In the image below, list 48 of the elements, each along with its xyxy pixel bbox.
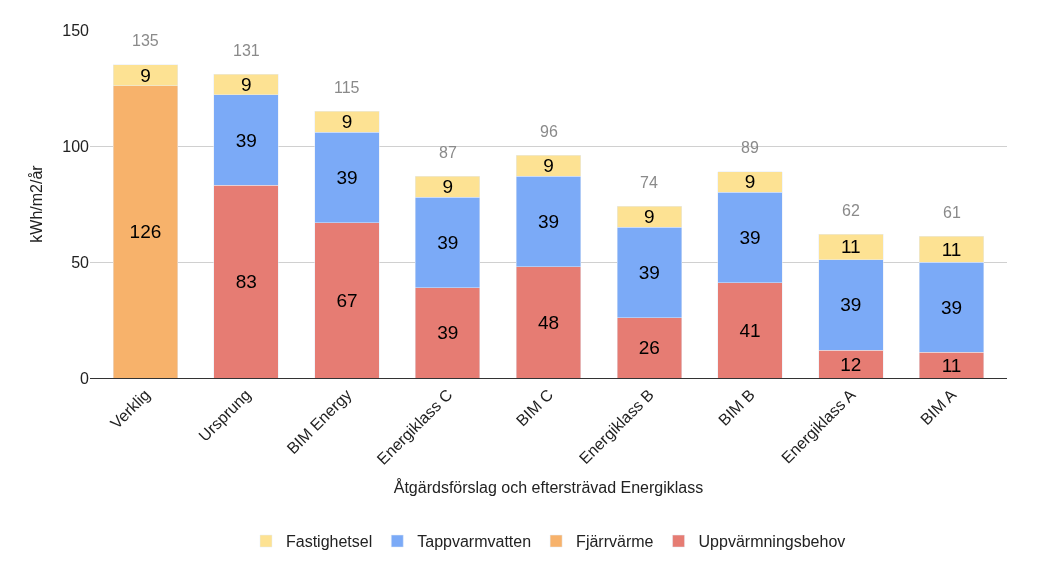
y-tick-label: 50: [71, 253, 90, 271]
data-label: 39: [840, 294, 862, 316]
data-label: 83: [235, 271, 257, 293]
x-tick-label: BIM A: [917, 385, 960, 429]
y-tick-label: 100: [62, 137, 90, 155]
total-label: 89: [741, 139, 759, 156]
data-label: 9: [442, 176, 454, 198]
data-label: 9: [643, 206, 655, 228]
data-label: 39: [437, 231, 459, 253]
data-label: 9: [543, 155, 554, 177]
y-tick-label: 150: [62, 21, 90, 39]
legend-label: Fjärrvärme: [576, 533, 654, 551]
x-tick-label: BIM B: [714, 385, 758, 429]
legend-label: Uppvärmningsbehov: [698, 533, 846, 551]
data-label: 11: [840, 236, 861, 258]
total-label: 131: [233, 42, 260, 59]
data-label: 9: [140, 64, 151, 86]
y-axis-title: kWh/m2/år: [28, 164, 46, 243]
data-label: 11: [941, 238, 962, 260]
data-label: 39: [537, 210, 560, 232]
data-label: 126: [129, 221, 162, 243]
x-axis-title: Åtgärdsförslag och eftersträvad Energiklass: [393, 478, 704, 497]
data-label: 39: [336, 166, 358, 188]
data-label: 9: [744, 171, 756, 193]
y-tick-label: 0: [80, 369, 90, 387]
data-label: 39: [739, 227, 761, 249]
data-label: 11: [941, 354, 962, 376]
total-label: 87: [439, 144, 457, 161]
total-label: 115: [334, 79, 360, 96]
total-label: 61: [943, 204, 961, 221]
total-label: 96: [540, 123, 558, 140]
total-label: 74: [640, 174, 658, 191]
data-label: 48: [537, 311, 560, 333]
data-label: 39: [235, 129, 257, 151]
data-label: 26: [638, 337, 660, 359]
legend-label: Tappvarmvatten: [417, 533, 532, 551]
data-label: 41: [739, 319, 761, 341]
data-label: 12: [840, 353, 862, 375]
data-label: 67: [336, 289, 358, 311]
legend-label: Fastighetsel: [286, 533, 373, 551]
data-label: 9: [240, 74, 252, 96]
x-tick-label: BIM C: [512, 385, 557, 430]
data-label: 39: [638, 261, 660, 283]
data-label: 9: [341, 111, 353, 133]
total-label: 62: [842, 202, 860, 219]
data-label: 39: [437, 322, 459, 344]
data-label: 39: [941, 296, 963, 318]
total-label: 135: [132, 32, 159, 49]
